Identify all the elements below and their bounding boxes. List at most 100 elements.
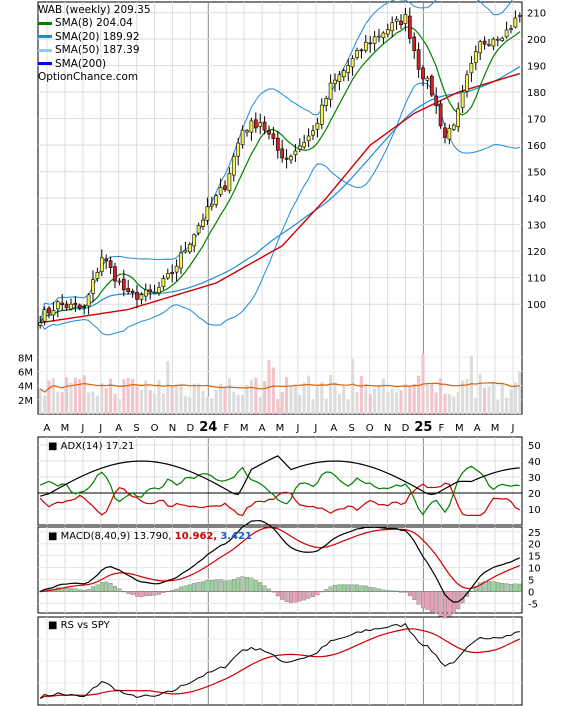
macd-histogram-bar [293,591,298,603]
macd-histogram-bar [403,591,408,593]
volume-bar [73,377,77,414]
candle-body [297,145,302,150]
x-axis-label: M [240,423,249,434]
candle-body [337,74,342,82]
macd-histogram-bar [69,588,73,592]
volume-bar [364,383,368,414]
volume-bar [161,393,165,414]
volume-bar [500,384,504,414]
candle-body [205,206,210,221]
macd-histogram-bar [152,591,157,596]
candle-body [126,288,131,293]
sma50-line [39,66,521,324]
volume-bar [329,374,333,414]
legend-sma50-label: SMA(50) 187.39 [55,44,140,57]
candle-body [227,173,232,192]
x-axis-label: M [491,423,500,434]
volume-bar [131,379,135,414]
x-axis-label: D [187,423,195,434]
macd-histogram-bar [271,591,276,593]
volume-bar [399,390,403,414]
candle-body [456,108,461,128]
macd-histogram-bar [86,589,91,592]
candle-body [372,36,377,44]
volume-bar [166,360,170,414]
macd-histogram-bar [447,591,452,617]
legend-sma20-label: SMA(20) 189.92 [55,30,140,43]
candle-body [86,294,91,307]
volume-bar [122,379,126,414]
macd-histogram-bar [319,591,324,593]
macd-histogram-bar [337,584,342,592]
sma200-swatch [38,62,52,66]
macd-histogram-bar [434,591,439,614]
macd-histogram-bar [482,581,487,592]
legend-sma200-label: SMA(200) [55,57,107,70]
macd-histogram-bar [390,590,395,592]
volume-bar [324,398,328,414]
candle-body [293,150,298,156]
rs-title-text: RS vs SPY [60,620,110,631]
candle-body [73,302,78,306]
macd-histogram-bar [201,581,205,592]
candle-body [513,17,518,28]
candle-body [509,28,513,31]
macd-histogram-bar [73,588,78,592]
volume-bar [249,379,253,414]
macd-histogram-bar [381,589,386,592]
price-tick-label: 210 [527,9,546,20]
candle-body [390,22,395,32]
candle-body [482,40,487,45]
macd-histogram-bar [491,581,496,592]
volume-bar [51,377,55,414]
volume-tick-label: 6M [18,367,33,378]
macd-histogram-bar [495,582,500,592]
macd-histogram-bar [284,591,289,603]
candle-body [319,104,324,125]
macd-histogram-bar [126,591,131,594]
macd-histogram-bar [130,591,135,595]
volume-bar [509,389,513,414]
adx-tick-label: 50 [528,441,541,452]
candle-body [64,303,69,309]
volume-bar [139,389,143,414]
x-axis-label: J [295,423,299,434]
volume-bar [47,380,51,414]
adx-minus-di-line [39,482,521,517]
macd-histogram-bar [350,584,355,592]
macd-histogram-bar [372,587,377,592]
macd-histogram-bar [297,591,302,602]
macd-histogram-bar [517,583,522,592]
volume-bar [135,385,139,414]
volume-bar [478,374,482,414]
macd-tick-label: 5 [528,576,534,587]
macd-histogram-bar [135,591,139,597]
sma8-line [39,26,521,324]
candle-body [196,225,201,234]
candle-body [487,44,491,46]
candle-body [121,278,126,291]
volume-bar [395,392,399,414]
candle-body [495,38,500,41]
x-axis-label: N [384,423,391,434]
price-tick-label: 150 [527,168,546,179]
macd-title-text: MACD(8,40,9) 13.790, [60,531,172,542]
macd-histogram-bar [174,588,179,592]
volume-bar [456,391,460,414]
candle-body [434,95,439,107]
macd-histogram-bar [333,585,337,592]
volume-bar [157,380,161,414]
macd-histogram-bar [363,585,368,592]
volume-bar [315,386,319,414]
x-axis-label: 24 [199,420,217,435]
rs-line [39,622,520,699]
volume-bar [205,396,209,414]
adx-title-text: ADX(14) 17.21 [60,441,135,452]
candle-body [451,124,456,130]
price-tick-label: 100 [527,300,546,311]
candle-body [231,156,236,176]
adx-tick-label: 20 [528,489,541,500]
volume-bar [188,396,192,414]
x-axis-label: N [169,423,176,434]
macd-histogram-bar [223,580,227,592]
